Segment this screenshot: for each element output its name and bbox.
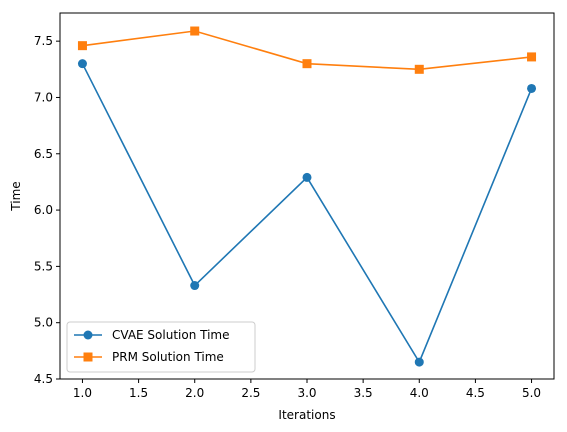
x-tick-label: 1.5 [129, 386, 148, 400]
data-point-circle [414, 357, 424, 367]
data-point-square [190, 26, 200, 36]
x-axis-label: Iterations [278, 408, 335, 422]
data-point-square [414, 64, 424, 74]
x-tick-label: 5.0 [522, 386, 541, 400]
y-tick-label: 7.5 [34, 34, 53, 48]
legend-label-2: PRM Solution Time [112, 350, 224, 364]
data-point-square [302, 59, 312, 69]
y-tick-label: 5.5 [34, 259, 53, 273]
y-tick-label: 6.0 [34, 203, 53, 217]
y-tick-label: 6.5 [34, 147, 53, 161]
x-tick-label: 1.0 [73, 386, 92, 400]
series-layer [77, 26, 537, 367]
x-tick-label: 3.0 [297, 386, 316, 400]
legend: CVAE Solution Time PRM Solution Time [66, 321, 256, 373]
y-axis-label: Time [9, 181, 23, 211]
data-point-circle [527, 83, 537, 93]
y-tick-label: 4.5 [34, 372, 53, 386]
data-point-square [527, 52, 537, 62]
plot-frame [59, 12, 555, 380]
legend-marker-circle [83, 330, 93, 340]
legend-label-1: CVAE Solution Time [112, 328, 230, 342]
x-axis-ticks: 1.0 1.5 2.0 2.5 3.0 3.5 4.0 4.5 5.0 [73, 379, 541, 400]
y-tick-label: 5.0 [34, 316, 53, 330]
legend-box [66, 321, 256, 373]
x-tick-label: 4.0 [410, 386, 429, 400]
x-tick-label: 3.5 [354, 386, 373, 400]
x-tick-label: 2.5 [241, 386, 260, 400]
x-tick-label: 4.5 [466, 386, 485, 400]
x-tick-label: 2.0 [185, 386, 204, 400]
data-point-square [77, 41, 87, 51]
y-tick-label: 7.0 [34, 90, 53, 104]
legend-marker-square [83, 352, 93, 362]
y-axis-ticks: 4.5 5.0 5.5 6.0 6.5 7.0 7.5 [34, 34, 60, 386]
data-point-circle [77, 59, 87, 69]
data-point-circle [190, 281, 200, 291]
data-point-circle [302, 172, 312, 182]
